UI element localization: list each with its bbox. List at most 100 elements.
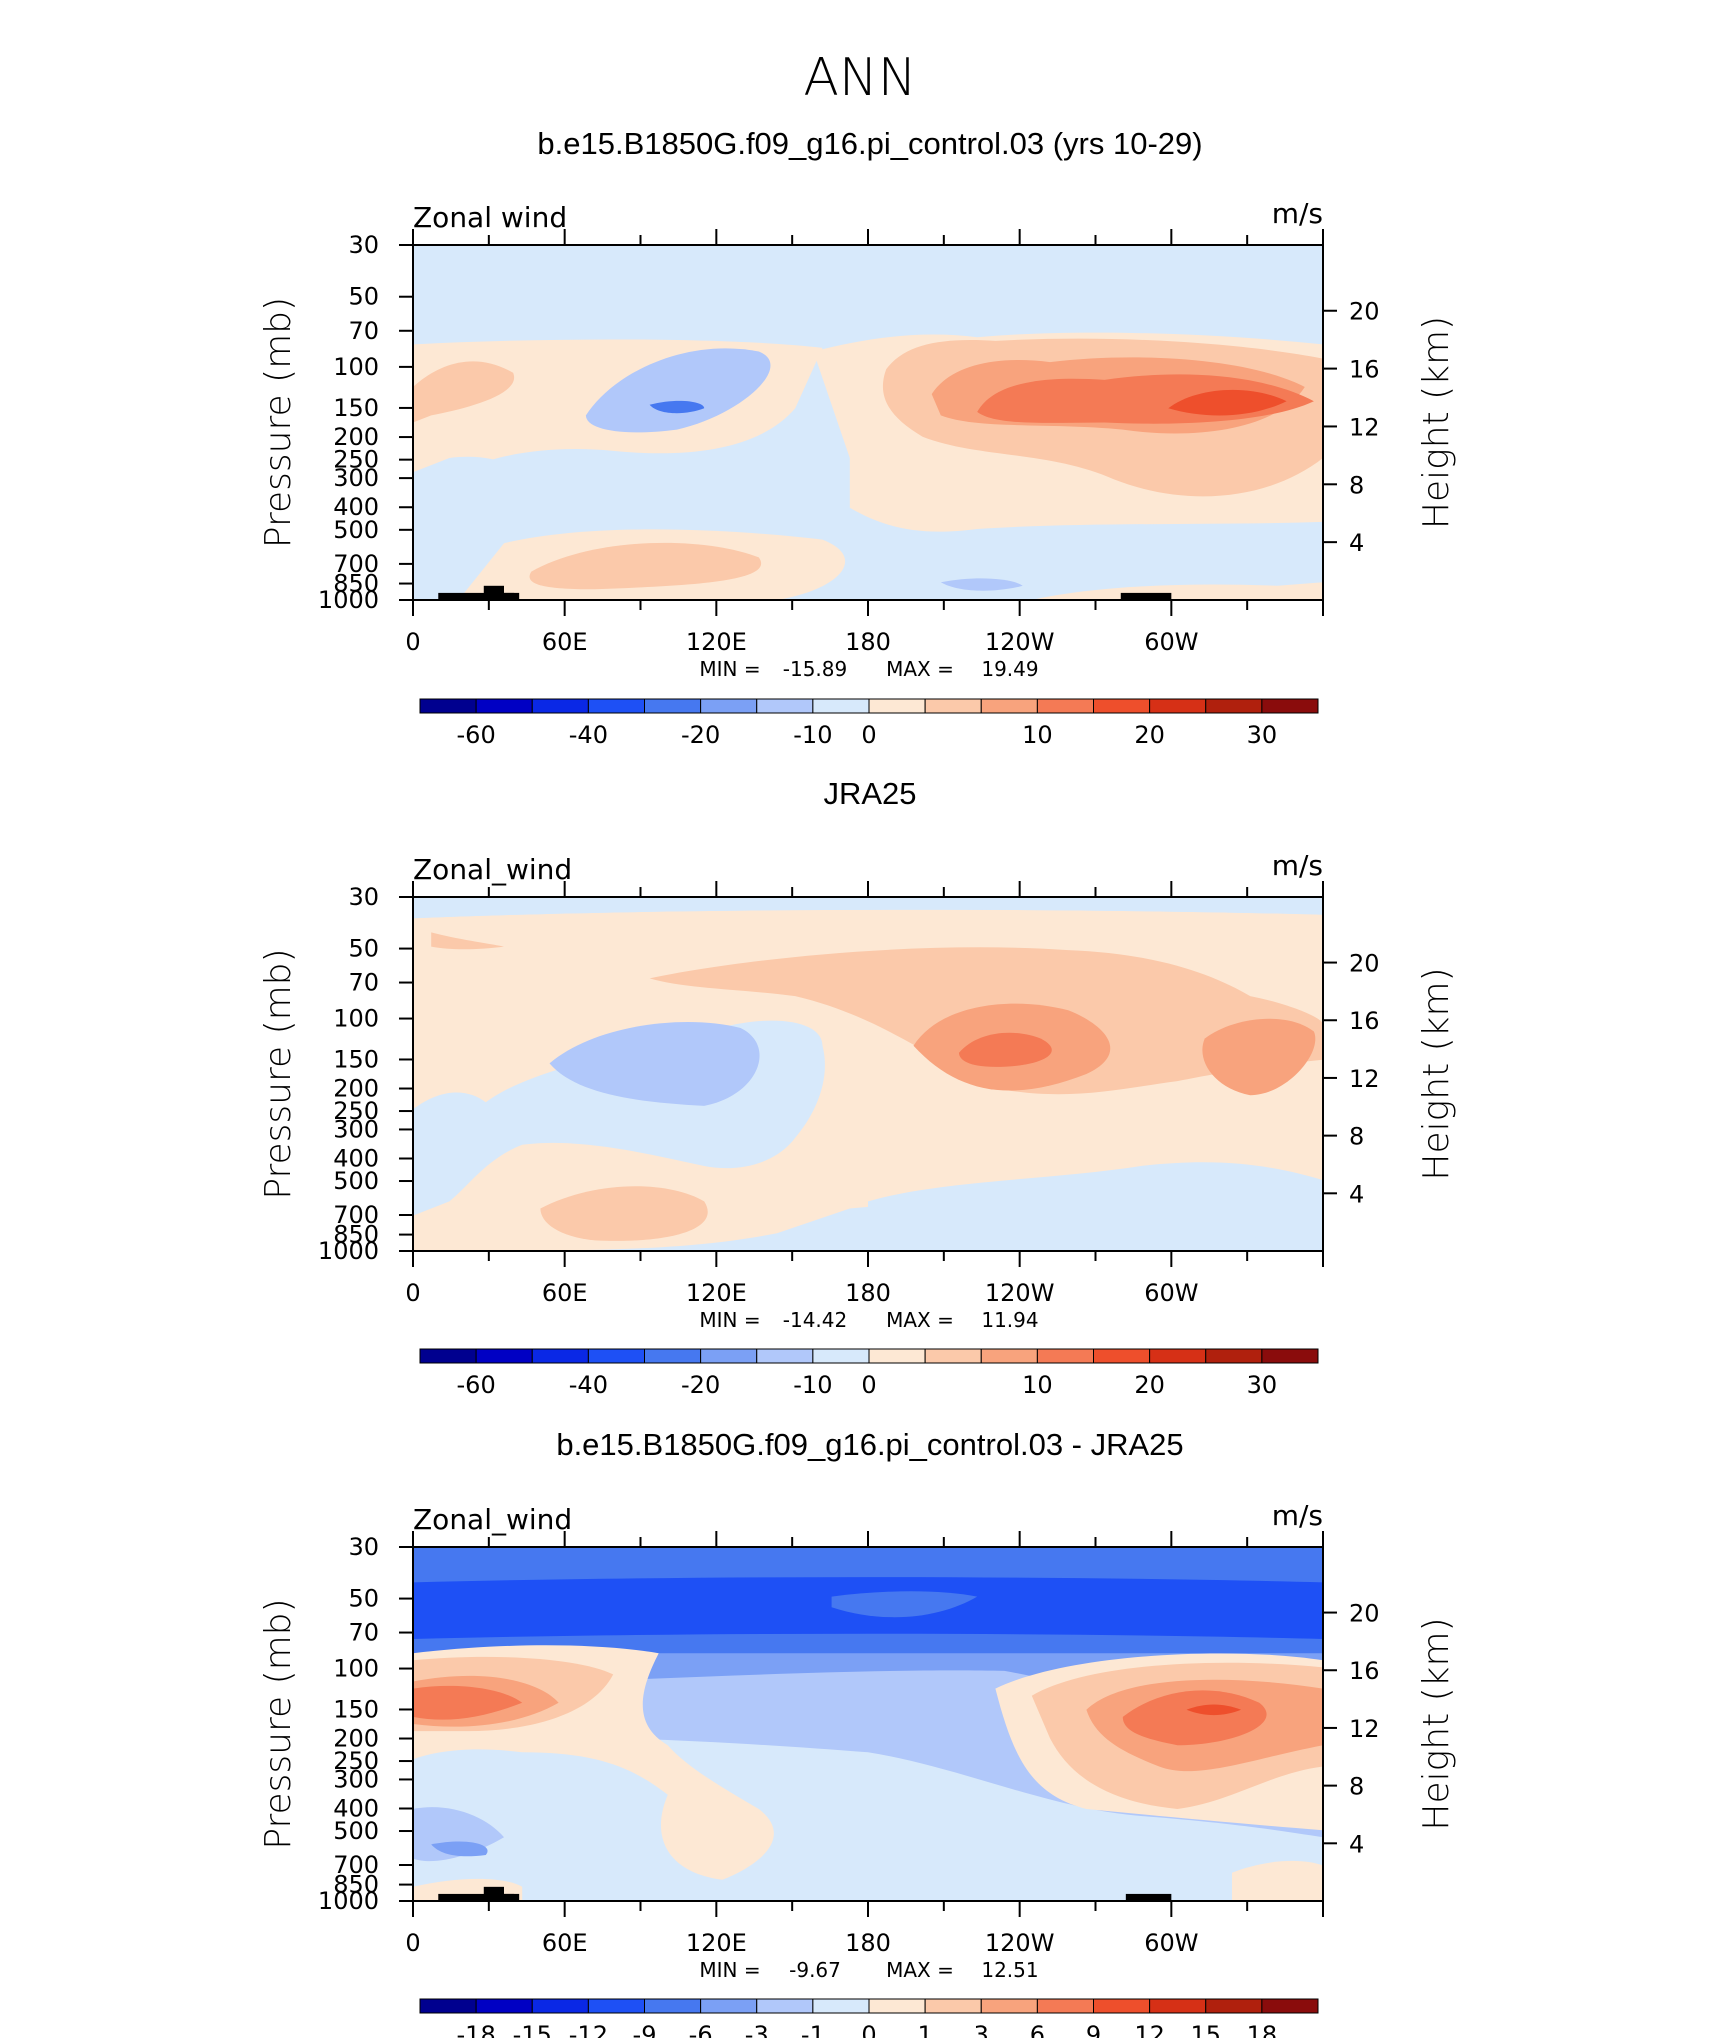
colorbar-box (700, 1998, 758, 2014)
colorbar-box (475, 1348, 533, 1364)
x-tick-label: 120E (686, 1279, 747, 1307)
y-tick-label: 70 (348, 1619, 379, 1647)
x-tick-label: 120W (985, 628, 1055, 656)
contour-region (1122, 1690, 1267, 1746)
colorbar-box (1093, 1348, 1151, 1364)
max-value: 19.49 (981, 657, 1038, 681)
colorbar-box (1036, 698, 1094, 714)
colorbar-box (1205, 1348, 1263, 1364)
y-tick-label: 50 (348, 1585, 379, 1613)
colorbar-box (700, 1348, 758, 1364)
contour-region (649, 400, 705, 414)
contour-region (529, 542, 762, 590)
contour-field (413, 1547, 1323, 1901)
min-value: -14.42 (783, 1308, 847, 1332)
colorbar-box (980, 1998, 1038, 2014)
variable-label: Zonal wind (413, 201, 567, 234)
contour-region (413, 361, 515, 423)
y-tick-label: 1000 (318, 1887, 379, 1915)
colorbar-label: -60 (457, 1371, 496, 1399)
y-tick-label: 30 (348, 883, 379, 911)
units-label: m/s (1272, 849, 1323, 882)
y-tick-label: 500 (333, 1817, 379, 1845)
colorbar-box (531, 698, 589, 714)
x-tick-label: 60E (542, 1279, 588, 1307)
colorbar-box (924, 1998, 982, 2014)
y-tick-label: 1000 (318, 1237, 379, 1265)
colorbar-box (1036, 1348, 1094, 1364)
colorbar-label: 10 (1022, 1371, 1053, 1399)
y-tick-label: 50 (348, 283, 379, 311)
y2-tick-label: 4 (1349, 1830, 1364, 1858)
colorbar-label: 9 (1086, 2021, 1101, 2038)
colorbar-box (1149, 1998, 1207, 2014)
y-tick-label: 850 (333, 1871, 379, 1899)
colorbar-box (1149, 698, 1207, 714)
colorbar-label: 20 (1134, 1371, 1165, 1399)
colorbar-label: -60 (457, 721, 496, 749)
y2-tick-label: 16 (1349, 356, 1380, 384)
contour-field (413, 897, 1323, 1251)
colorbar-box (644, 698, 702, 714)
y-tick-label: 200 (333, 1725, 379, 1753)
colorbar-label: -40 (569, 1371, 608, 1399)
colorbar-label: -3 (745, 2021, 769, 2038)
contour-region (1168, 389, 1287, 416)
contour-field (413, 245, 1323, 600)
colorbar-box (419, 1348, 477, 1364)
colorbar-box (812, 698, 870, 714)
terrain-mask (1120, 592, 1172, 600)
y-tick-label: 1000 (318, 586, 379, 614)
colorbar-box (419, 698, 477, 714)
contour-region (1031, 582, 1323, 600)
panel-2: JRA25 Zonal_wind m/s 0 60E 120E 180 120W 60W 30 50… (258, 776, 1457, 1399)
contour-region (431, 932, 504, 950)
y2-axis-title: Height (km) (1416, 1617, 1457, 1830)
y-axis-title: Pressure (mb) (258, 1598, 299, 1849)
y-tick-label: 850 (333, 570, 379, 598)
y-tick-label: 30 (348, 231, 379, 259)
panel-title: b.e15.B1850G.f09_g16.pi_control.03 - JRA… (556, 1427, 1183, 1462)
colorbar-label: 20 (1134, 721, 1165, 749)
colorbar-label: -40 (569, 721, 608, 749)
y2-tick-label: 8 (1349, 1773, 1364, 1801)
colorbar-label: 3 (974, 2021, 989, 2038)
colorbar-label: -1 (801, 2021, 825, 2038)
contour-region (540, 1186, 708, 1241)
y-tick-label: 150 (333, 1045, 379, 1073)
colorbar-box (812, 1348, 870, 1364)
colorbar-label: -10 (793, 721, 832, 749)
contour-region (413, 1737, 1323, 1901)
y-tick-label: 150 (333, 394, 379, 422)
contour-region (959, 1032, 1052, 1067)
y-tick-label: 150 (333, 1695, 379, 1723)
x-tick-label: 60W (1144, 1279, 1198, 1307)
x-tick-label: 120W (985, 1929, 1055, 1957)
max-label: MAX = (886, 1958, 954, 1982)
colorbar: -18 -15 -12 -9 -6 -3 -1 0 1 3 6 9 12 15 18 (419, 1998, 1319, 2038)
y2-tick-label: 12 (1349, 1065, 1380, 1093)
colorbar-box (700, 698, 758, 714)
x-tick-label: 0 (405, 628, 420, 656)
contour-region (1202, 1018, 1316, 1096)
figure-title: ANN (803, 48, 916, 108)
x-tick-label: 180 (845, 1929, 891, 1957)
colorbar-label: 15 (1190, 2021, 1221, 2038)
y2-tick-label: 20 (1349, 950, 1380, 978)
x-tick-label: 120W (985, 1279, 1055, 1307)
y-axis-title: Pressure (mb) (258, 948, 299, 1199)
x-tick-label: 60E (542, 628, 588, 656)
colorbar-box (868, 1998, 926, 2014)
y-tick-label: 850 (333, 1221, 379, 1249)
y2-tick-label: 16 (1349, 1007, 1380, 1035)
y2-tick-label: 12 (1349, 1715, 1380, 1743)
x-tick-label: 60W (1144, 1929, 1198, 1957)
min-label: MIN = (699, 657, 760, 681)
terrain-mask (504, 1893, 520, 1901)
colorbar-label: 0 (861, 721, 876, 749)
max-label: MAX = (886, 657, 954, 681)
y-tick-label: 100 (333, 353, 379, 381)
colorbar-box (419, 1998, 477, 2014)
colorbar-box (587, 1348, 645, 1364)
y2-tick-label: 20 (1349, 1600, 1380, 1628)
